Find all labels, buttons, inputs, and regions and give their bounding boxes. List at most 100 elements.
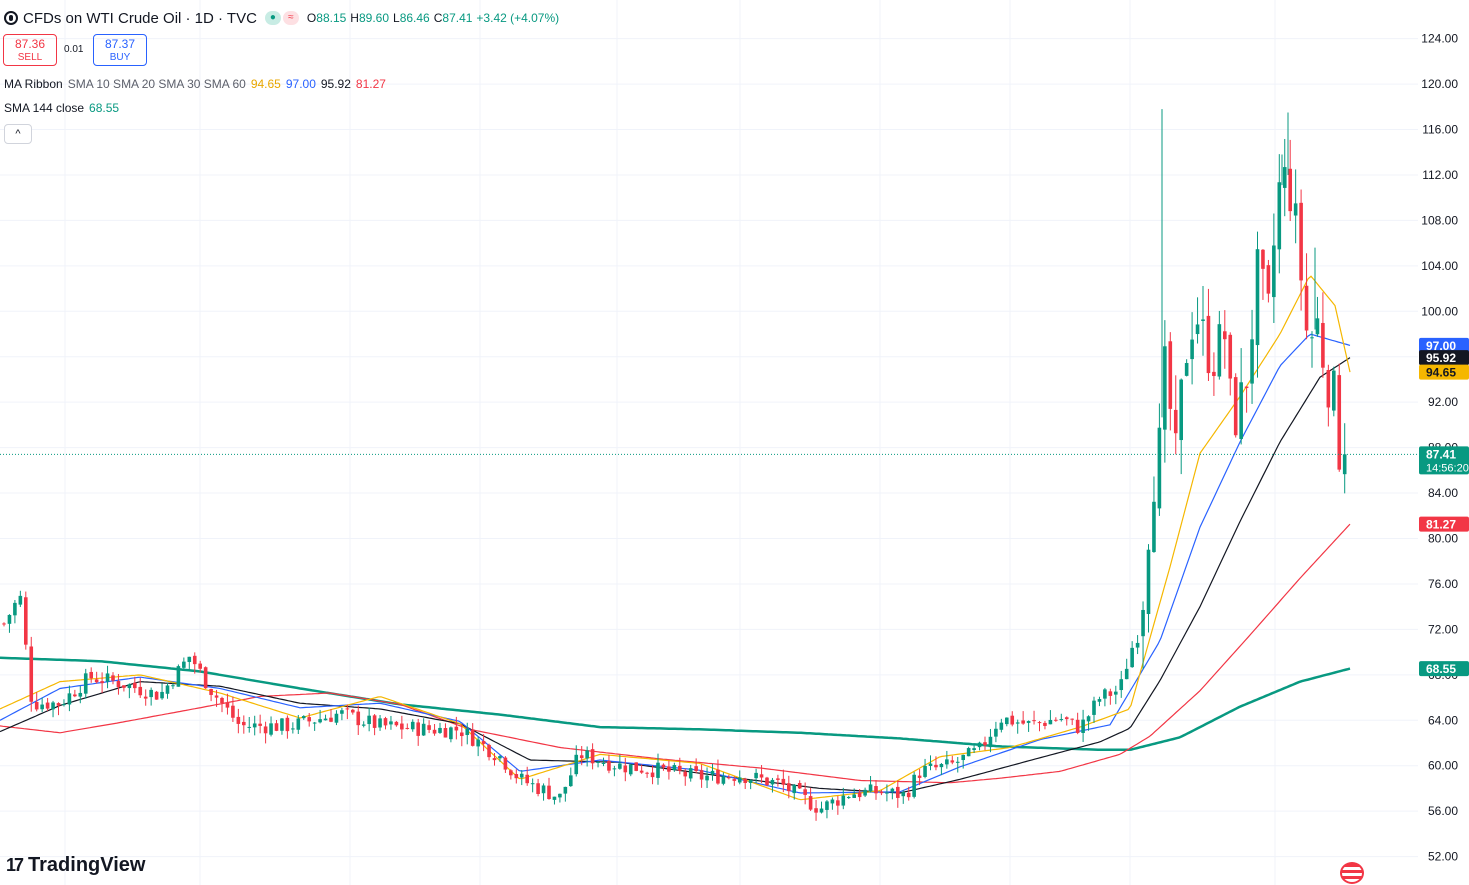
wave-icon: ≈ [282,11,299,25]
candle-body [727,777,731,779]
candle-body [149,689,153,698]
candle-body [383,718,388,726]
candle-body [56,703,61,706]
candle-body [710,770,715,775]
y-tick-label: 100.00 [1421,304,1458,318]
candle-body [1201,319,1205,321]
symbol-logo-icon [4,11,18,25]
candle-body [198,663,202,669]
candle-body [1005,717,1009,725]
candle-body [312,722,317,724]
candle-body [1212,371,1216,377]
candle-body [1337,375,1342,470]
candle-body [896,786,900,798]
us-flag-icon[interactable] [1340,862,1364,884]
market-status-pill[interactable]: ● ≈ [264,11,299,25]
candle-body [443,727,448,738]
tradingview-logo[interactable]: 17 TradingView [6,854,145,877]
sell-label: SELL [17,52,43,63]
candle-body [274,723,279,731]
candle-body [45,702,50,709]
candle-body [1168,341,1173,409]
candle-body [1332,370,1336,411]
ma-ribbon-legend[interactable]: MA Ribbon SMA 10 SMA 20 SMA 30 SMA 60 94.6… [4,77,391,91]
candle-body [765,777,769,786]
candle-body [977,742,982,748]
candle-body [607,761,611,771]
candle-body [1326,370,1331,408]
candle-body [1124,668,1129,680]
candle-body [645,772,649,774]
candle-body [154,691,159,700]
candle-body [1277,182,1282,250]
candle-body [100,681,104,684]
candle-body [476,739,480,747]
candle-body [203,667,208,689]
candle-body [361,724,366,726]
moving-averages [0,275,1351,801]
candle-body [1097,699,1102,702]
candle-body [830,799,835,804]
candle-body [242,721,246,726]
sma-10-line [0,275,1351,801]
candle-body [291,728,295,730]
candle-body [999,722,1004,730]
ma-ribbon-params: SMA 10 SMA 20 SMA 30 SMA 60 [67,77,246,91]
candle-body [1015,722,1020,724]
candle-body [160,691,164,699]
price-label: 87.41 [1426,447,1456,461]
candle-body [596,762,600,764]
sma-144-legend[interactable]: SMA 144 close 68.55 [4,101,124,115]
candle-body [1255,249,1260,346]
candle-body [1266,265,1271,294]
candle-body [748,780,753,783]
candle-body [988,736,993,748]
collapse-legend-button[interactable]: ^ [4,124,32,144]
candle-body [901,792,906,797]
candle-body [569,775,573,787]
candle-body [803,789,807,795]
ma-ribbon-name: MA Ribbon [4,77,63,91]
y-tick-label: 76.00 [1428,577,1458,591]
candle-body [340,710,344,714]
ohlc-low: L86.46 [393,11,430,25]
candle-body [83,673,88,694]
ma-value-30: 95.92 [320,77,351,91]
candle-body [563,786,568,794]
candle-body [759,774,764,778]
symbol-title[interactable]: CFDs on WTI Crude Oil · 1D · TVC [23,9,257,27]
candle-body [585,750,589,759]
sell-button[interactable]: 87.36 SELL [3,34,57,66]
candle-body [1299,202,1303,281]
candle-body [874,786,878,794]
candle-body [787,783,791,792]
candle-body [1190,339,1194,360]
price-label: 68.55 [1426,662,1456,676]
candle-body [574,754,579,775]
candle-body [1304,285,1309,331]
candle-body [171,685,175,687]
candle-body [716,769,720,784]
candle-body [416,722,420,736]
buy-button[interactable]: 87.37 BUY [93,34,147,66]
candle-body [509,770,513,776]
y-tick-label: 52.00 [1428,850,1458,864]
sma-60-line [0,523,1351,784]
candle-body [454,726,459,731]
candle-body [143,696,148,699]
candle-body [983,742,987,746]
candle-body [94,679,99,683]
candle-body [1261,249,1265,269]
candle-body [525,774,529,784]
candle-body [792,784,797,794]
candle-body [1064,717,1069,720]
ohlc-open: O88.15 [306,11,347,25]
candle-body [1130,647,1134,668]
candle-body [182,661,186,668]
candle-body [590,749,595,764]
candle-body [318,719,322,723]
candle-body [29,646,34,702]
candle-body [13,602,17,616]
sma-144-value: 68.55 [89,101,120,115]
